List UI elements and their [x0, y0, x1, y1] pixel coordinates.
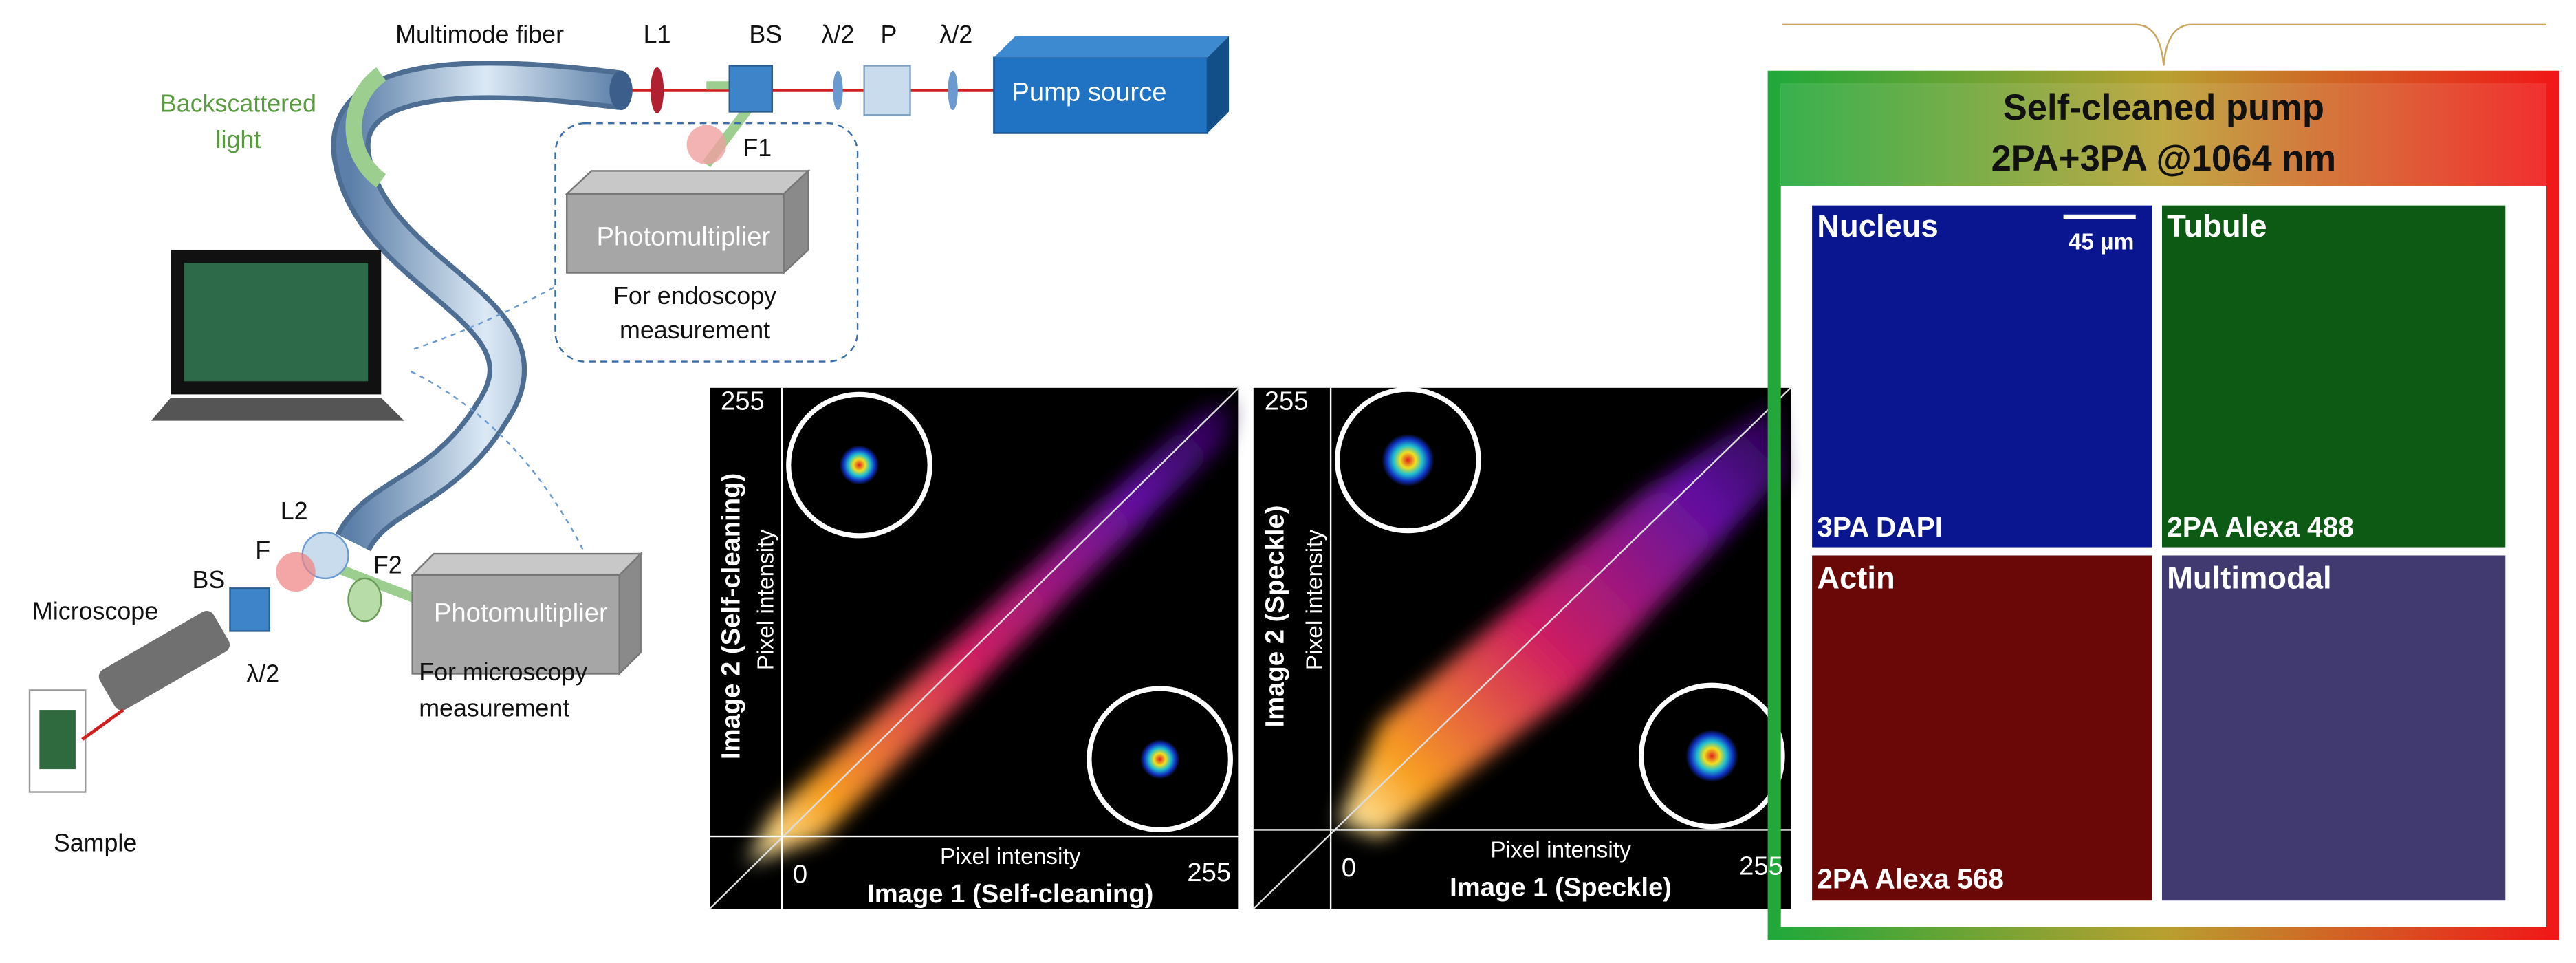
label: L1 — [644, 21, 671, 48]
fiber-end — [609, 70, 633, 111]
panel-stain: 2PA Alexa 568 — [1817, 863, 2004, 894]
polarizer — [863, 65, 911, 116]
tick-label: 255 — [721, 386, 765, 415]
label: measurement — [620, 316, 770, 344]
label: BS — [193, 566, 226, 594]
label: L2 — [281, 497, 308, 525]
panel-stain: 3PA DAPI — [1817, 511, 1943, 543]
diagonal — [709, 387, 1240, 909]
pump-box-side — [1207, 36, 1229, 133]
nucleus-image — [1812, 205, 2152, 548]
fiber-core — [336, 65, 623, 550]
title-band — [1780, 83, 2546, 186]
pmt-side — [783, 169, 809, 275]
axis-label: Pixel intensity — [754, 530, 779, 671]
tick-label: 255 — [1265, 386, 1309, 415]
axis-title: Image 1 (Self-cleaning) — [867, 879, 1153, 909]
scale-label: 45 µm — [2069, 229, 2134, 255]
label: For endoscopy — [613, 282, 776, 310]
laptop-image — [184, 263, 369, 382]
label: light — [216, 126, 261, 153]
tick-label: 0 — [1342, 853, 1356, 883]
label: F1 — [743, 134, 772, 162]
frame — [1767, 70, 2560, 940]
label: measurement — [419, 695, 569, 722]
box-label: Pump source — [1012, 77, 1166, 107]
panel-name: Tubule — [2167, 208, 2267, 244]
panel-name: Multimodal — [2167, 560, 2331, 595]
objective — [98, 611, 230, 711]
label: λ/2 — [246, 660, 279, 687]
panel-name: Actin — [1817, 560, 1895, 595]
pmt-box — [566, 193, 785, 274]
panel-title: 2PA+3PA @1064 nm — [1991, 138, 2337, 179]
beam-spot — [1139, 739, 1180, 779]
label: F — [255, 537, 270, 564]
axis-title: Image 1 (Speckle) — [1450, 873, 1672, 902]
plot-1 — [709, 387, 1240, 909]
pmt-top — [410, 552, 643, 576]
label: Multimode fiber — [395, 21, 564, 48]
label: Microscope — [32, 598, 158, 625]
label: λ/2 — [940, 21, 973, 48]
speckle — [1382, 433, 1434, 487]
diagonal — [1252, 387, 1791, 910]
speckle — [1685, 729, 1738, 783]
axis-label: Pixel intensity — [1490, 837, 1631, 863]
density — [1339, 402, 1783, 838]
plot-2 — [1252, 387, 1791, 910]
imaging-panel — [1767, 23, 2560, 940]
panel-name: Nucleus — [1817, 208, 1939, 244]
panel-stain: 2PA Alexa 488 — [2167, 511, 2354, 543]
beam-splitter — [728, 65, 774, 113]
filter — [686, 125, 726, 164]
brace — [1782, 23, 2546, 66]
pmt-side — [618, 552, 642, 676]
multimodal-image — [2161, 555, 2506, 901]
axis-title: Image 2 (Self-cleaning) — [717, 473, 746, 759]
waveplate — [833, 70, 843, 111]
actin-image — [1812, 555, 2152, 901]
box-label: Photomultiplier — [596, 222, 770, 252]
pump-box — [993, 56, 1209, 134]
label: λ/2 — [822, 21, 855, 48]
axis-title: Image 2 (Speckle) — [1260, 505, 1289, 727]
label: P — [881, 21, 897, 48]
pmt-top — [565, 170, 811, 195]
waveplate — [948, 70, 958, 111]
beam-splitter — [229, 587, 270, 632]
beam-spot — [839, 445, 880, 485]
filter-f — [276, 552, 316, 592]
laptop-base — [151, 398, 404, 421]
beam — [81, 708, 124, 742]
lens — [651, 67, 664, 113]
panel-title: Self-cleaned pump — [2003, 87, 2324, 128]
label: F2 — [373, 552, 402, 579]
label: Backscattered — [160, 89, 316, 117]
data-arrows — [410, 287, 593, 567]
box-label: Photomultiplier — [434, 598, 608, 628]
setup-drawing — [28, 36, 1229, 793]
tick-label: 255 — [1739, 852, 1783, 881]
label: For microscopy — [419, 658, 587, 686]
axis-label: Pixel intensity — [1302, 530, 1327, 671]
backscatter-arrow — [345, 67, 386, 188]
filter-f2 — [347, 577, 382, 623]
tick-label: 0 — [793, 859, 807, 889]
axis-label: Pixel intensity — [940, 844, 1081, 869]
label: Sample — [54, 829, 137, 856]
tubule-image — [2161, 205, 2506, 548]
sample-image — [39, 710, 76, 770]
pump-box-top — [994, 36, 1229, 58]
tick-label: 255 — [1187, 858, 1231, 887]
label: BS — [749, 21, 782, 48]
